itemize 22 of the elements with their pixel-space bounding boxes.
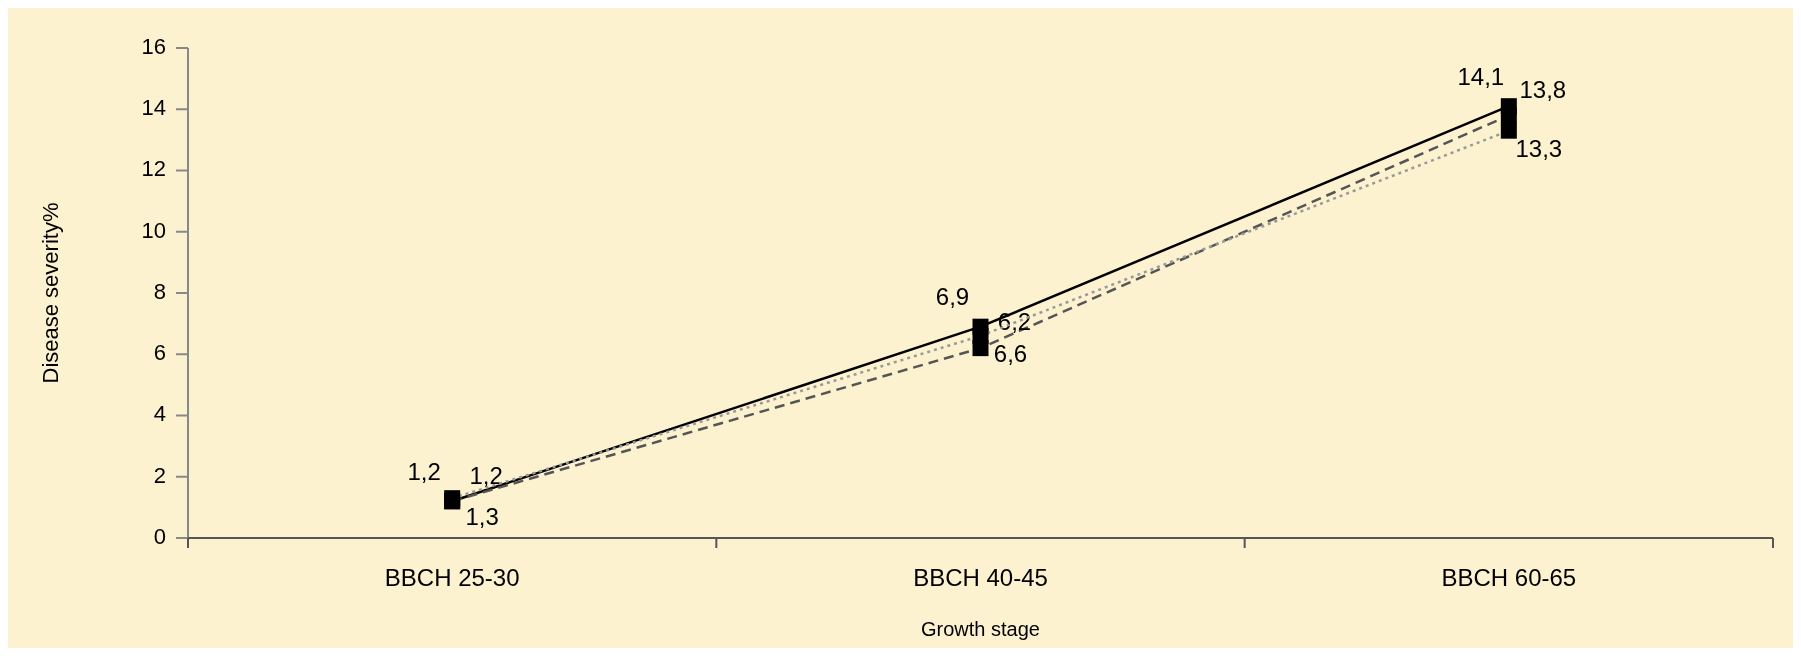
x-tick-label: BBCH 40-45 <box>913 564 1048 591</box>
data-label: 13,8 <box>1519 75 1567 103</box>
y-tick-label: 14 <box>141 95 166 121</box>
y-tick-label: 2 <box>153 462 166 488</box>
x-tick-label: BBCH 25-30 <box>384 564 520 591</box>
y-tick-label: 12 <box>141 156 166 182</box>
y-axis-title: Disease severity% <box>38 202 63 384</box>
y-tick-label: 0 <box>153 523 166 549</box>
x-axis-title: Growth stage <box>921 618 1040 640</box>
data-label: 14,1 <box>1457 62 1505 90</box>
y-tick-label: 10 <box>141 217 166 243</box>
y-tick-label: 6 <box>153 340 166 366</box>
y-tick-label: 4 <box>153 401 166 427</box>
data-label: 1,2 <box>407 457 441 485</box>
y-tick-label: 8 <box>153 278 166 304</box>
data-label: 6,9 <box>935 283 970 311</box>
data-label: 6,6 <box>993 340 1028 368</box>
data-label: 13,3 <box>1515 135 1563 163</box>
y-tick-label: 16 <box>141 33 166 59</box>
data-label: 1,2 <box>469 461 503 489</box>
data-label: 1,3 <box>465 502 499 530</box>
x-tick-label: BBCH 60-65 <box>1441 564 1577 591</box>
